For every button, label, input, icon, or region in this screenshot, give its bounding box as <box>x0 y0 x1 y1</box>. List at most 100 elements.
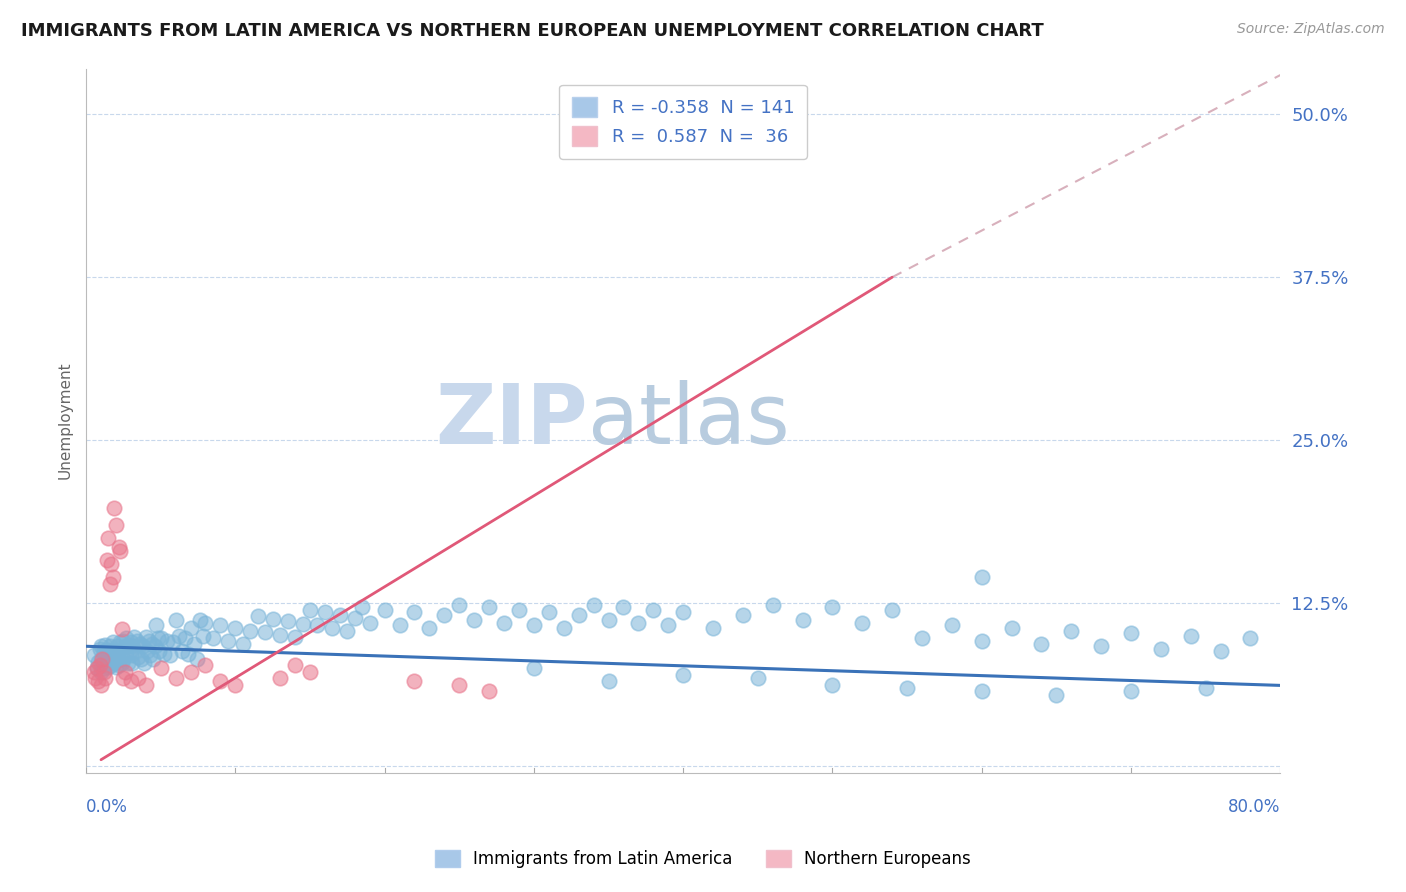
Point <box>87 674 110 689</box>
Point <box>117 640 139 654</box>
Point <box>100 557 122 571</box>
Point <box>262 612 284 626</box>
Point <box>101 635 124 649</box>
Point <box>121 657 143 671</box>
Text: Source: ZipAtlas.com: Source: ZipAtlas.com <box>1237 22 1385 37</box>
Point <box>127 671 149 685</box>
Point <box>120 674 142 689</box>
Point <box>851 615 873 630</box>
Point <box>183 637 205 651</box>
Point <box>96 643 118 657</box>
Point <box>112 634 135 648</box>
Point <box>94 638 117 652</box>
Point <box>523 661 546 675</box>
Point <box>128 637 150 651</box>
Point <box>284 657 307 672</box>
Point <box>201 632 224 646</box>
Point <box>90 640 112 654</box>
Point <box>138 634 160 648</box>
Point <box>125 634 148 648</box>
Point <box>176 647 198 661</box>
Point <box>194 615 217 630</box>
Point <box>173 632 195 646</box>
Point <box>643 603 665 617</box>
Text: ZIP: ZIP <box>436 380 588 461</box>
Point <box>582 598 605 612</box>
Point <box>165 613 187 627</box>
Point <box>298 665 321 680</box>
Point <box>104 660 127 674</box>
Point <box>170 644 193 658</box>
Point <box>145 618 167 632</box>
Point <box>1060 624 1083 638</box>
Point <box>246 609 269 624</box>
Point <box>98 640 121 654</box>
Point <box>93 661 115 675</box>
Point <box>239 624 262 638</box>
Point <box>321 621 343 635</box>
Point <box>449 598 471 612</box>
Point <box>657 618 679 632</box>
Point <box>209 674 232 689</box>
Point <box>165 671 187 685</box>
Point <box>91 652 114 666</box>
Point <box>115 648 138 663</box>
Point <box>97 660 120 674</box>
Point <box>314 606 336 620</box>
Point <box>135 630 157 644</box>
Point <box>731 607 754 622</box>
Point <box>100 644 122 658</box>
Point <box>83 665 105 680</box>
Point <box>97 647 120 661</box>
Point <box>149 632 172 646</box>
Point <box>821 600 844 615</box>
Point <box>104 647 127 661</box>
Point <box>180 665 202 680</box>
Point <box>911 632 934 646</box>
Legend: Immigrants from Latin America, Northern Europeans: Immigrants from Latin America, Northern … <box>429 843 977 875</box>
Point <box>1195 681 1218 695</box>
Point <box>359 615 381 630</box>
Point <box>1239 632 1261 646</box>
Point <box>111 623 134 637</box>
Point <box>110 544 132 558</box>
Point <box>269 671 291 685</box>
Point <box>103 657 125 671</box>
Point <box>298 603 321 617</box>
Point <box>156 634 179 648</box>
Point <box>112 671 135 685</box>
Point <box>232 637 254 651</box>
Point <box>97 531 120 545</box>
Legend: R = -0.358  N = 141, R =  0.587  N =  36: R = -0.358 N = 141, R = 0.587 N = 36 <box>560 85 807 159</box>
Point <box>114 640 136 654</box>
Point <box>103 501 125 516</box>
Point <box>136 644 159 658</box>
Point <box>90 652 112 666</box>
Point <box>217 634 239 648</box>
Point <box>124 644 146 658</box>
Point <box>352 600 374 615</box>
Point <box>336 624 359 638</box>
Y-axis label: Unemployment: Unemployment <box>58 362 72 480</box>
Point <box>1001 621 1024 635</box>
Point <box>1119 626 1142 640</box>
Point <box>374 603 396 617</box>
Point <box>107 652 129 666</box>
Point <box>149 661 172 675</box>
Point <box>96 553 118 567</box>
Point <box>93 644 115 658</box>
Point <box>896 681 918 695</box>
Point <box>146 632 169 646</box>
Point <box>970 570 993 584</box>
Point <box>120 648 142 663</box>
Point <box>134 657 156 671</box>
Point <box>91 657 114 672</box>
Point <box>508 603 530 617</box>
Point <box>224 621 246 635</box>
Point <box>191 629 214 643</box>
Point <box>388 618 411 632</box>
Point <box>110 635 132 649</box>
Point <box>418 621 440 635</box>
Point <box>87 655 110 669</box>
Point <box>110 648 132 663</box>
